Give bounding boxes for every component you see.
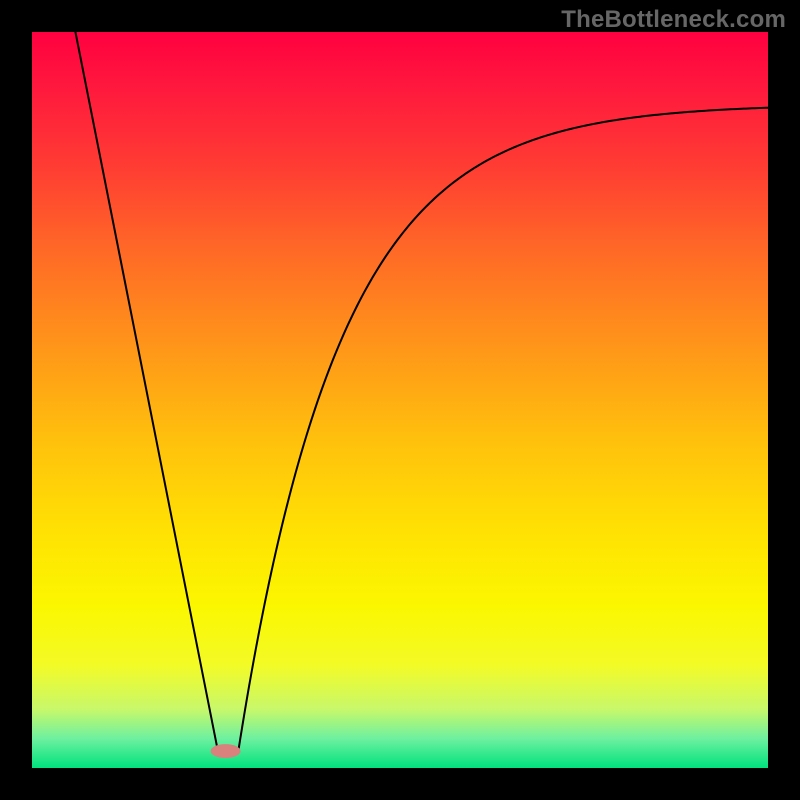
- optimal-marker: [211, 744, 241, 758]
- gradient-background: [32, 32, 768, 768]
- bottleneck-chart: [0, 0, 800, 800]
- chart-container: TheBottleneck.com: [0, 0, 800, 800]
- watermark-text: TheBottleneck.com: [561, 6, 786, 34]
